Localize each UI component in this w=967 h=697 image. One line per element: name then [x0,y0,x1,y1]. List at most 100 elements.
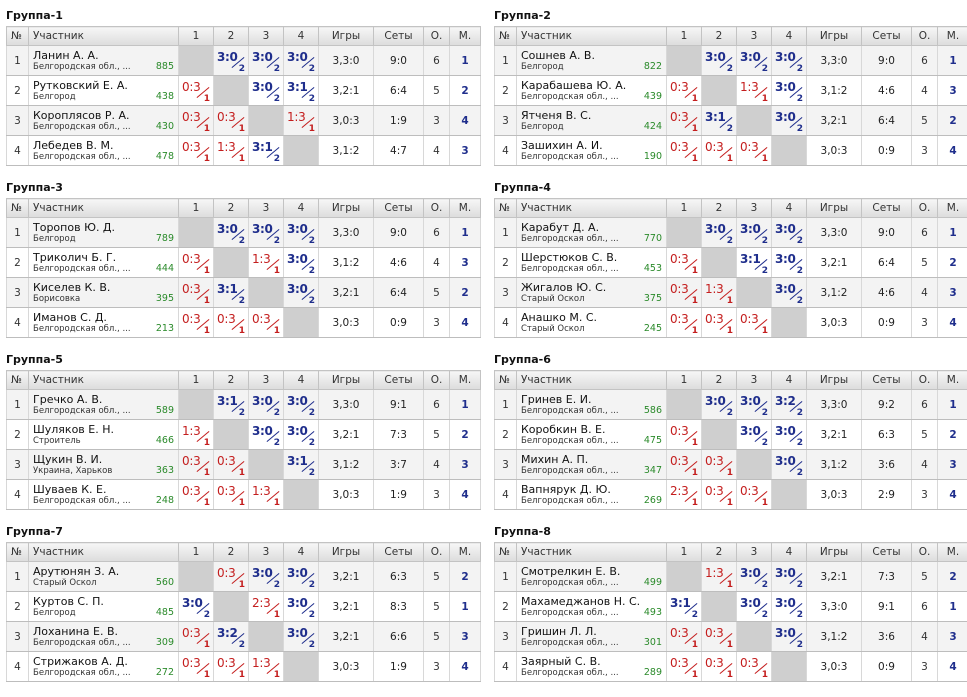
column-header-games[interactable]: Игры [807,199,862,218]
column-header-points[interactable]: О. [424,27,450,46]
column-header-c3[interactable]: 3 [737,27,772,46]
column-header-place[interactable]: М. [450,199,481,218]
column-header-participant[interactable]: Участник [29,27,179,46]
column-header-points[interactable]: О. [912,371,938,390]
column-header-c2[interactable]: 2 [214,27,249,46]
column-header-participant[interactable]: Участник [29,371,179,390]
column-header-c3[interactable]: 3 [249,371,284,390]
column-header-c4[interactable]: 4 [284,371,319,390]
column-header-c2[interactable]: 2 [702,543,737,562]
column-header-c4[interactable]: 4 [772,27,807,46]
column-header-games[interactable]: Игры [807,371,862,390]
column-header-c1[interactable]: 1 [179,543,214,562]
column-header-c2[interactable]: 2 [214,543,249,562]
column-header-c4[interactable]: 4 [284,199,319,218]
column-header-games[interactable]: Игры [319,543,374,562]
column-header-num[interactable]: № [7,543,29,562]
column-header-c4[interactable]: 4 [772,371,807,390]
column-header-c4[interactable]: 4 [284,543,319,562]
column-header-c1[interactable]: 1 [667,543,702,562]
column-header-participant[interactable]: Участник [29,543,179,562]
column-header-c1[interactable]: 1 [179,371,214,390]
column-header-c1[interactable]: 1 [179,199,214,218]
column-header-sets[interactable]: Сеты [374,199,424,218]
column-header-participant[interactable]: Участник [517,543,667,562]
column-header-place[interactable]: М. [450,543,481,562]
column-header-points[interactable]: О. [912,199,938,218]
column-header-games[interactable]: Игры [319,199,374,218]
column-header-c3[interactable]: 3 [737,199,772,218]
column-header-place[interactable]: М. [450,371,481,390]
column-header-num[interactable]: № [495,371,517,390]
column-header-c3[interactable]: 3 [737,543,772,562]
column-header-c3[interactable]: 3 [249,199,284,218]
column-header-place[interactable]: М. [938,27,967,46]
column-header-participant[interactable]: Участник [517,27,667,46]
column-header-place[interactable]: М. [938,371,967,390]
column-header-c1[interactable]: 1 [667,199,702,218]
column-header-c1[interactable]: 1 [179,27,214,46]
column-header-sets[interactable]: Сеты [862,27,912,46]
column-header-c4[interactable]: 4 [772,543,807,562]
column-header-sets[interactable]: Сеты [374,543,424,562]
column-header-c2[interactable]: 2 [702,371,737,390]
column-header-games[interactable]: Игры [807,27,862,46]
column-header-num[interactable]: № [495,543,517,562]
column-header-points[interactable]: О. [424,543,450,562]
column-header-sets[interactable]: Сеты [862,543,912,562]
column-header-c4[interactable]: 4 [772,199,807,218]
column-header-sets[interactable]: Сеты [862,199,912,218]
column-header-sets[interactable]: Сеты [374,27,424,46]
